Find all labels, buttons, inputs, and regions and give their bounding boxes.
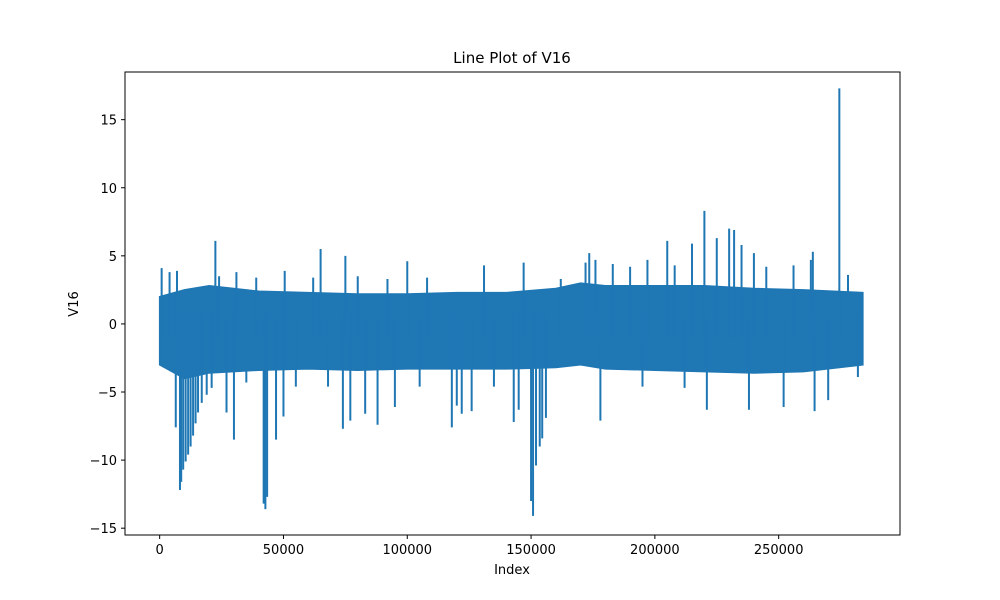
x-axis: 0 50000 100000 150000 200000 250000 <box>156 535 804 558</box>
y-axis: −15 −10 −5 0 5 10 15 <box>90 114 125 537</box>
plot-data <box>158 88 864 516</box>
y-tick-label: 10 <box>100 182 117 197</box>
plot-frame <box>124 71 901 536</box>
chart-title: Line Plot of V16 <box>453 49 571 67</box>
x-tick-label: 100000 <box>382 543 432 558</box>
y-tick-label: 0 <box>109 318 117 333</box>
x-tick-label: 0 <box>156 543 164 558</box>
x-tick-label: 50000 <box>263 543 304 558</box>
x-tick-label: 200000 <box>630 543 680 558</box>
x-axis-label: Index <box>494 563 530 578</box>
x-tick-label: 250000 <box>754 543 804 558</box>
y-tick-label: 5 <box>109 250 117 265</box>
y-tick-label: −5 <box>98 386 117 401</box>
y-tick-label: −15 <box>90 522 117 537</box>
y-tick-label: 15 <box>100 114 117 129</box>
x-tick-label: 150000 <box>506 543 556 558</box>
y-axis-label: V16 <box>67 291 82 316</box>
y-tick-label: −10 <box>90 454 117 469</box>
series-band <box>158 282 864 380</box>
